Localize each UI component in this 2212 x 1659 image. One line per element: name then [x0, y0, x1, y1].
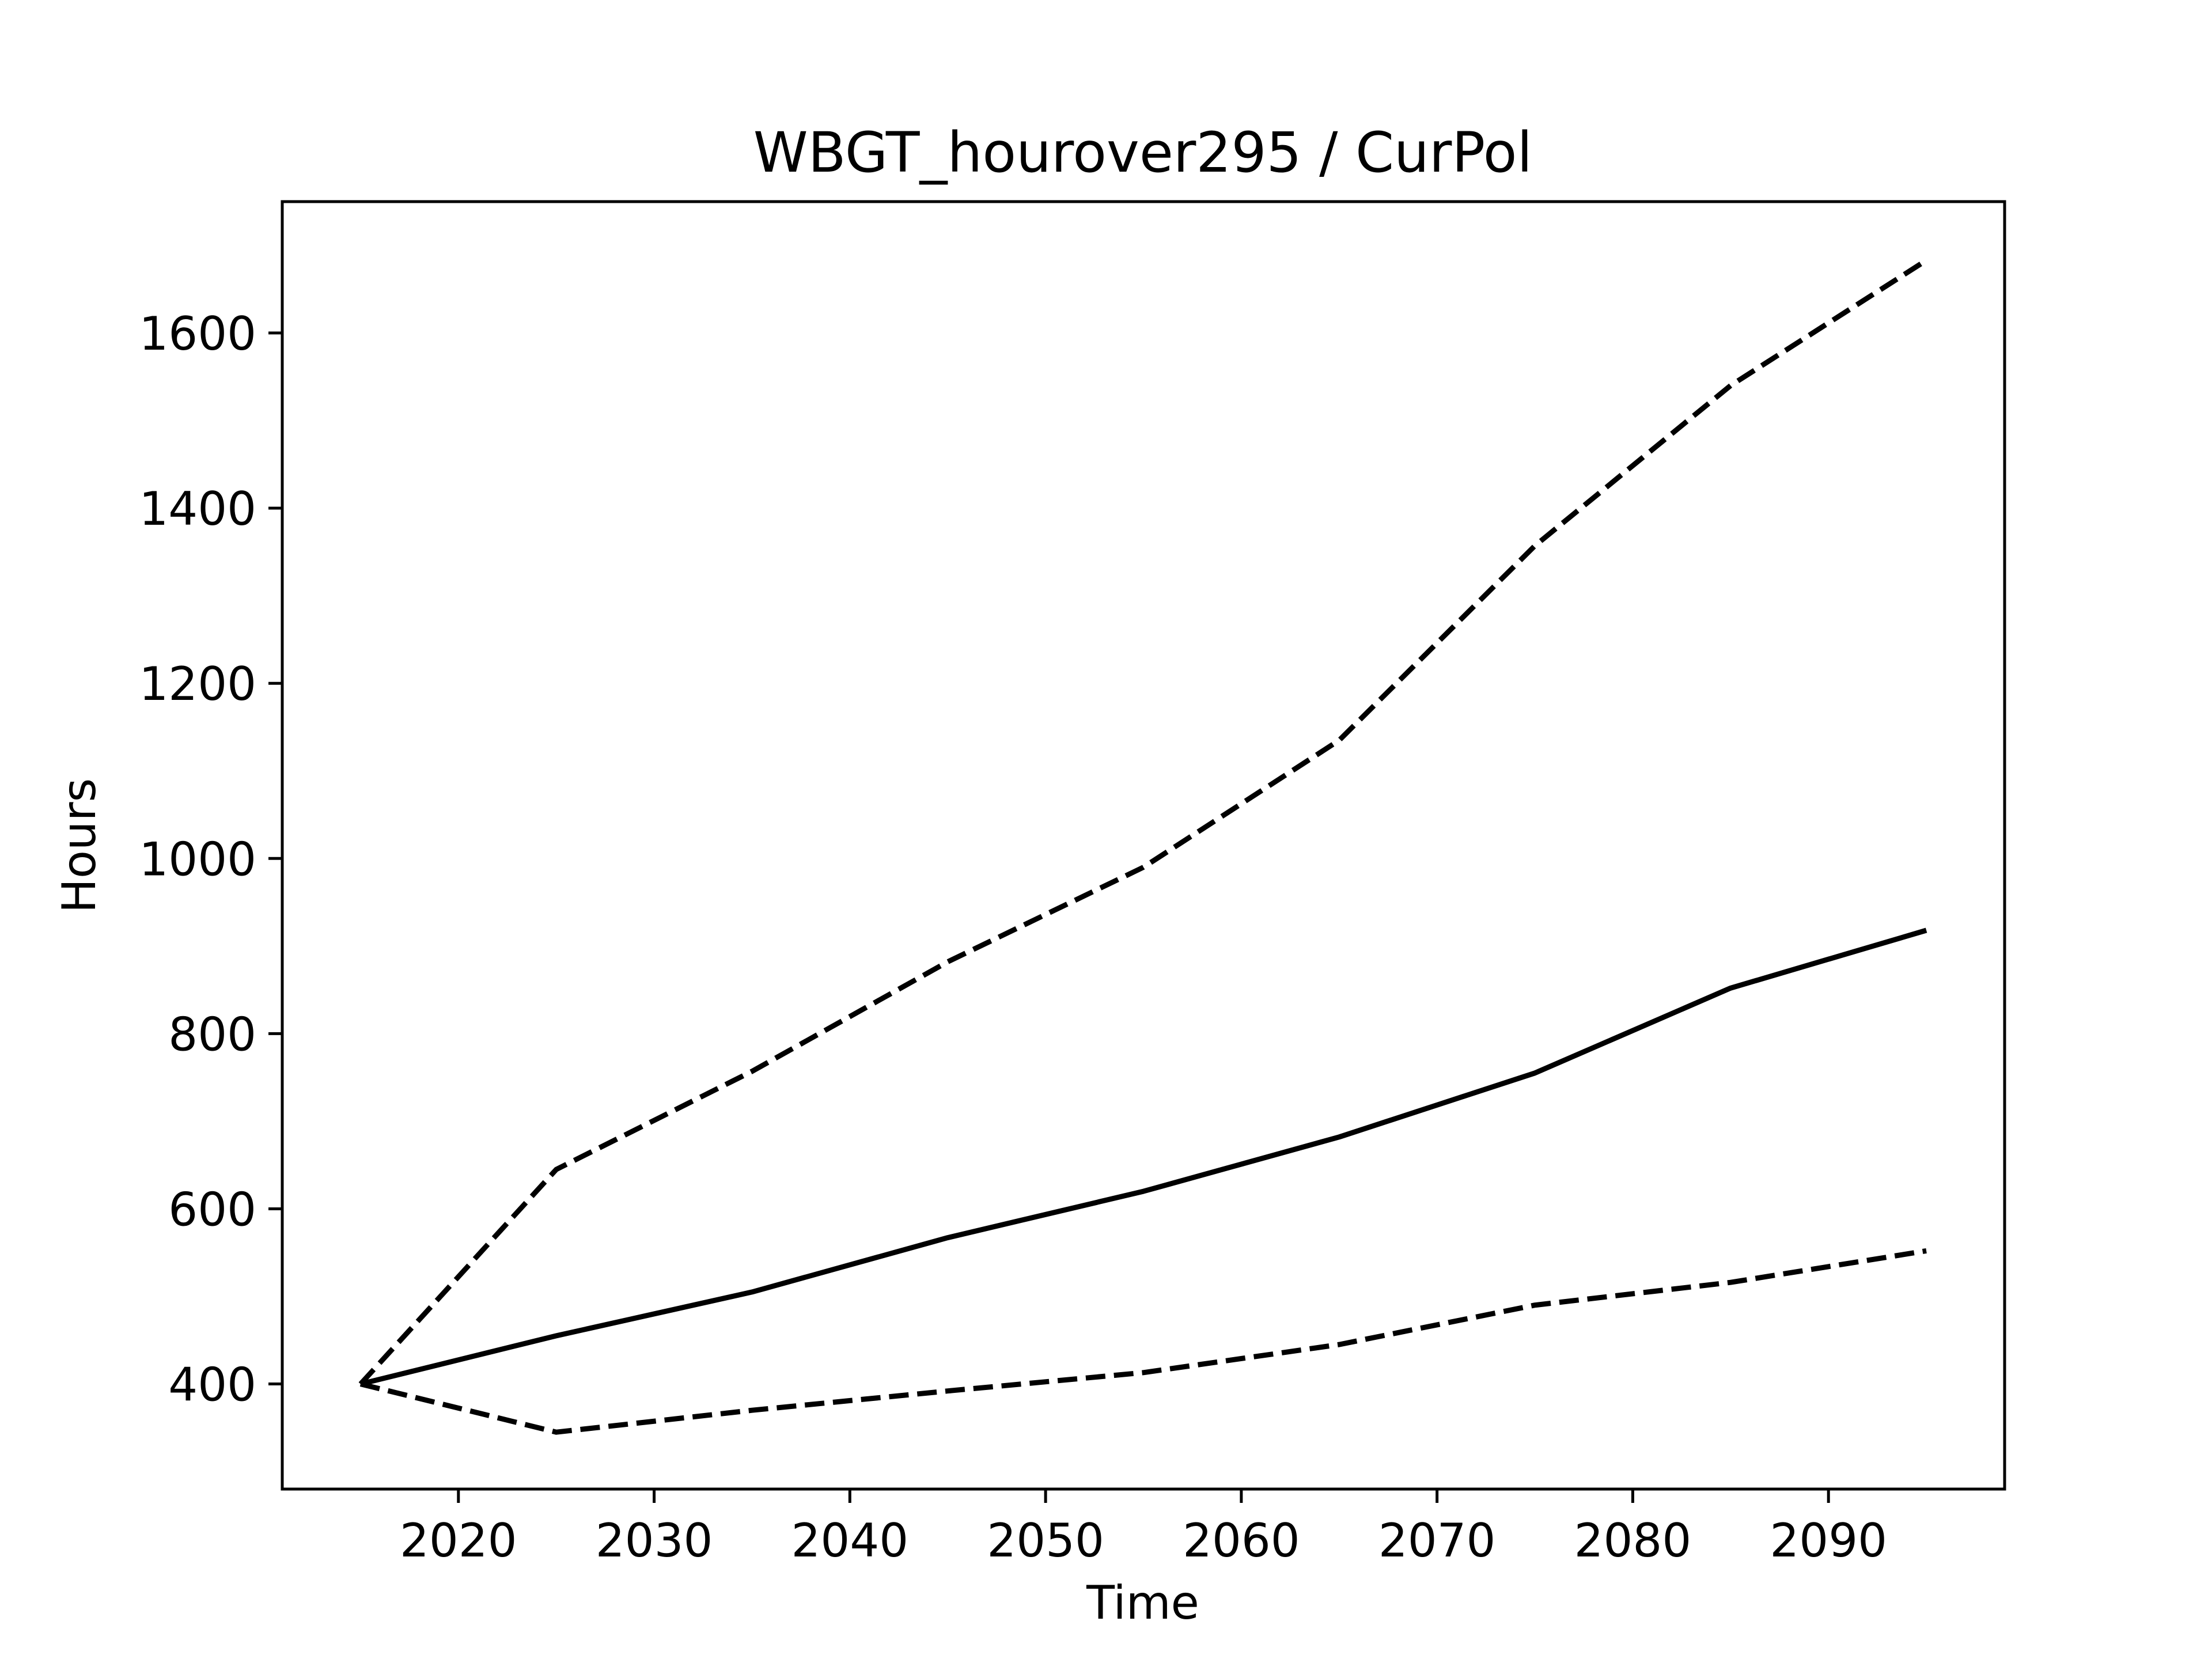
x-axis-label: Time	[1086, 1576, 1199, 1630]
x-tick-label: 2080	[1574, 1514, 1692, 1567]
series-line-3	[359, 1248, 1927, 1435]
plot-area-frame	[281, 200, 2006, 1491]
x-tick-label: 2070	[1378, 1514, 1496, 1567]
y-tick-label: 1200	[139, 657, 256, 711]
x-tick-label: 2040	[791, 1514, 909, 1567]
series-layer	[358, 258, 1928, 1435]
y-axis: 400 600 800 1000 1200 1400 1600	[139, 307, 282, 1412]
x-tick-label: 2030	[596, 1514, 713, 1567]
x-tick-label: 2050	[987, 1514, 1104, 1567]
x-axis: 2020 2030 2040 2050 2060 2070 2080 2090	[400, 1489, 1887, 1567]
y-tick-label: 800	[168, 1007, 256, 1061]
chart-title: WBGT_hourover295 / CurPol	[753, 120, 1532, 185]
y-tick-label: 1000	[139, 832, 256, 886]
y-tick-label: 1400	[139, 482, 256, 536]
series-line-2	[359, 927, 1927, 1387]
y-tick-label: 600	[168, 1183, 256, 1236]
y-tick-label: 400	[168, 1358, 256, 1412]
x-tick-label: 2020	[400, 1514, 517, 1567]
x-tick-label: 2090	[1770, 1514, 1887, 1567]
series-line-1	[358, 258, 1928, 1386]
x-tick-label: 2060	[1183, 1514, 1300, 1567]
y-axis-label: Hours	[52, 778, 106, 913]
y-tick-label: 1600	[139, 307, 256, 361]
